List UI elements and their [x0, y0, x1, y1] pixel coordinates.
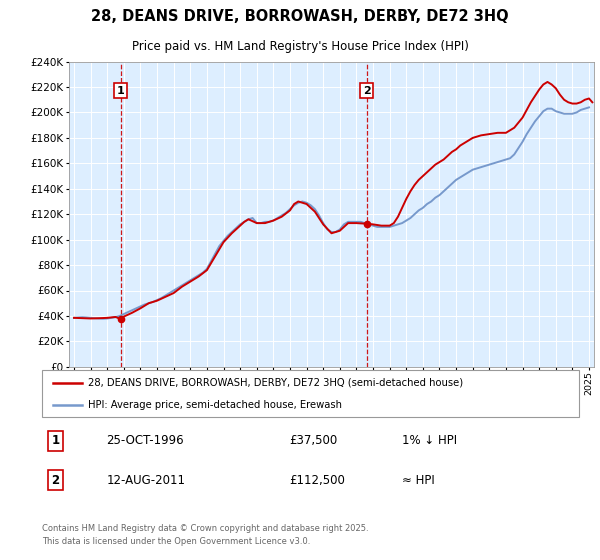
Text: 1% ↓ HPI: 1% ↓ HPI: [402, 434, 457, 447]
Text: ≈ HPI: ≈ HPI: [402, 474, 434, 487]
Text: Price paid vs. HM Land Registry's House Price Index (HPI): Price paid vs. HM Land Registry's House …: [131, 40, 469, 53]
Text: Contains HM Land Registry data © Crown copyright and database right 2025.
This d: Contains HM Land Registry data © Crown c…: [42, 524, 368, 546]
Text: 2: 2: [52, 474, 59, 487]
Text: 1: 1: [117, 86, 125, 96]
Text: 25-OCT-1996: 25-OCT-1996: [106, 434, 184, 447]
Text: 12-AUG-2011: 12-AUG-2011: [106, 474, 185, 487]
Text: £37,500: £37,500: [289, 434, 337, 447]
Text: HPI: Average price, semi-detached house, Erewash: HPI: Average price, semi-detached house,…: [88, 400, 341, 410]
Text: 1: 1: [52, 434, 59, 447]
Text: 2: 2: [363, 86, 371, 96]
FancyBboxPatch shape: [42, 370, 579, 417]
Text: 28, DEANS DRIVE, BORROWASH, DERBY, DE72 3HQ: 28, DEANS DRIVE, BORROWASH, DERBY, DE72 …: [91, 9, 509, 24]
Text: 28, DEANS DRIVE, BORROWASH, DERBY, DE72 3HQ (semi-detached house): 28, DEANS DRIVE, BORROWASH, DERBY, DE72 …: [88, 378, 463, 388]
Text: £112,500: £112,500: [289, 474, 345, 487]
